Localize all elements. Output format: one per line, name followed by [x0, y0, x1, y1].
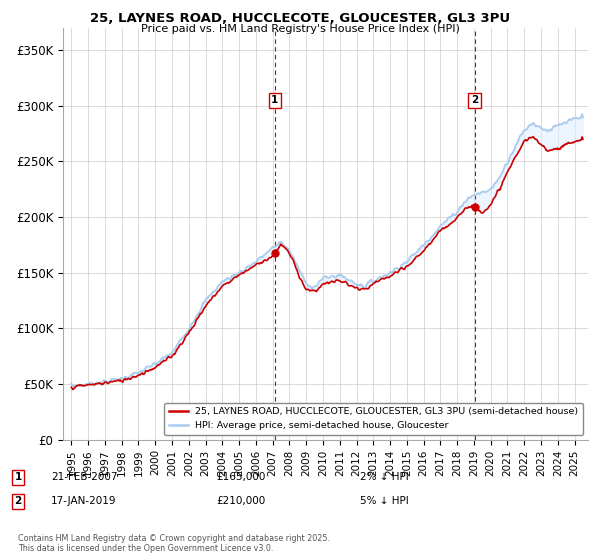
Text: Contains HM Land Registry data © Crown copyright and database right 2025.
This d: Contains HM Land Registry data © Crown c… — [18, 534, 330, 553]
Text: 21-FEB-2007: 21-FEB-2007 — [51, 472, 118, 482]
Text: 2: 2 — [471, 95, 478, 105]
Text: 1: 1 — [271, 95, 278, 105]
Text: £210,000: £210,000 — [216, 496, 265, 506]
Text: 25, LAYNES ROAD, HUCCLECOTE, GLOUCESTER, GL3 3PU: 25, LAYNES ROAD, HUCCLECOTE, GLOUCESTER,… — [90, 12, 510, 25]
Text: £165,000: £165,000 — [216, 472, 265, 482]
Text: 1: 1 — [14, 472, 22, 482]
Text: 2: 2 — [14, 496, 22, 506]
Text: 2% ↓ HPI: 2% ↓ HPI — [360, 472, 409, 482]
Text: Price paid vs. HM Land Registry's House Price Index (HPI): Price paid vs. HM Land Registry's House … — [140, 24, 460, 34]
Text: 5% ↓ HPI: 5% ↓ HPI — [360, 496, 409, 506]
Legend: 25, LAYNES ROAD, HUCCLECOTE, GLOUCESTER, GL3 3PU (semi-detached house), HPI: Ave: 25, LAYNES ROAD, HUCCLECOTE, GLOUCESTER,… — [164, 403, 583, 435]
Text: 17-JAN-2019: 17-JAN-2019 — [51, 496, 116, 506]
